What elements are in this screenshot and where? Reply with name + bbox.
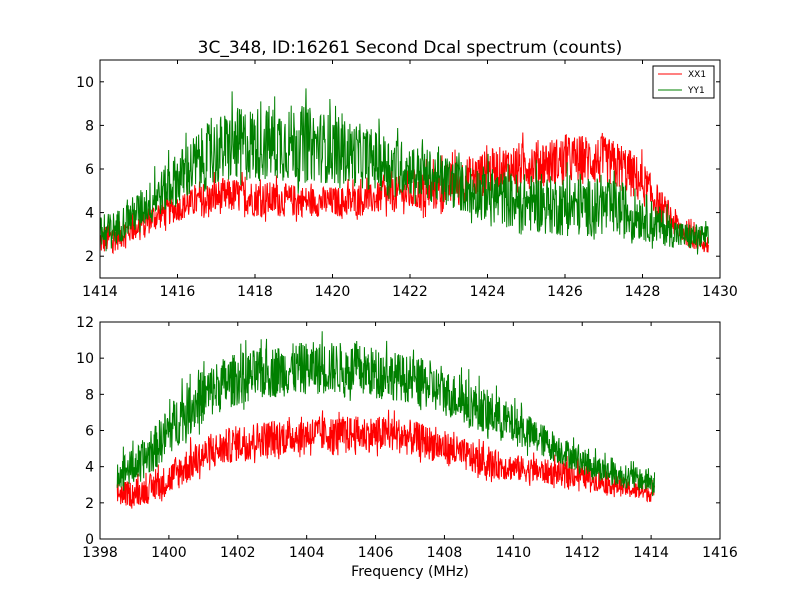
- top-y-tick-label: 10: [76, 75, 94, 91]
- bottom-x-tick-label: 1416: [702, 545, 738, 561]
- top-x-tick-label: 1416: [160, 284, 196, 300]
- top-x-tick-label: 1424: [470, 284, 506, 300]
- top-x-tick-label: 1426: [547, 284, 583, 300]
- top-x-tick-label: 1430: [702, 284, 738, 300]
- bottom-x-tick-label: 1398: [82, 545, 118, 561]
- chart-bottom: 1398 1400 1402 1404 1406 1408 1410 1412 1414 1416…: [76, 315, 738, 580]
- top-axes-frame: [99, 59, 721, 279]
- legend: XX1 YY1: [652, 65, 715, 99]
- chart-title: 3C_348, ID:16261 Second Dcal spectrum (c…: [198, 38, 623, 58]
- bottom-axes-frame: [99, 321, 721, 540]
- series-xx1-line: [116, 409, 656, 509]
- series-xx1-line: [100, 132, 709, 255]
- bottom-y-tick-label: 10: [76, 351, 94, 367]
- bottom-plot-area: [116, 331, 656, 509]
- series-yy1-line: [116, 331, 656, 497]
- legend-label-yy1: YY1: [687, 86, 705, 96]
- bottom-x-tick-label: 1410: [496, 545, 532, 561]
- bottom-x-tick-label: 1414: [633, 545, 669, 561]
- chart-top: 3C_348, ID:16261 Second Dcal spectrum (c…: [76, 38, 738, 300]
- top-y-tick-label: 8: [85, 118, 94, 134]
- top-y-tick-label: 6: [85, 162, 94, 178]
- top-axis-ticks: 1414 1416 1418 1420 1422 1424 1426 1428 1430 2 4 6 8…: [76, 60, 738, 300]
- bottom-x-tick-label: 1412: [564, 545, 600, 561]
- bottom-y-tick-label: 0: [85, 532, 94, 548]
- series-yy1-line: [100, 88, 709, 255]
- top-y-tick-label: 4: [85, 206, 94, 222]
- top-x-tick-label: 1418: [237, 284, 273, 300]
- legend-box: [652, 65, 715, 99]
- bottom-x-tick-label: 1400: [151, 545, 187, 561]
- bottom-y-tick-label: 12: [76, 315, 94, 331]
- top-y-tick-label: 2: [85, 249, 94, 265]
- bottom-y-tick-label: 6: [85, 424, 94, 440]
- bottom-x-tick-label: 1404: [289, 545, 325, 561]
- top-x-tick-label: 1422: [392, 284, 428, 300]
- bottom-axis-ticks: 1398 1400 1402 1404 1406 1408 1410 1412 1414 1416…: [76, 315, 738, 561]
- bottom-x-tick-label: 1402: [220, 545, 256, 561]
- top-x-tick-label: 1414: [82, 284, 118, 300]
- bottom-y-tick-label: 8: [85, 387, 94, 403]
- legend-label-xx1: XX1: [688, 70, 706, 80]
- top-plot-area: [100, 88, 709, 255]
- bottom-y-tick-label: 4: [85, 460, 94, 476]
- x-axis-label: Frequency (MHz): [351, 564, 469, 580]
- bottom-x-tick-label: 1406: [358, 545, 394, 561]
- bottom-x-tick-label: 1408: [427, 545, 463, 561]
- top-x-tick-label: 1420: [315, 284, 351, 300]
- top-x-tick-label: 1428: [625, 284, 661, 300]
- bottom-y-tick-label: 2: [85, 496, 94, 512]
